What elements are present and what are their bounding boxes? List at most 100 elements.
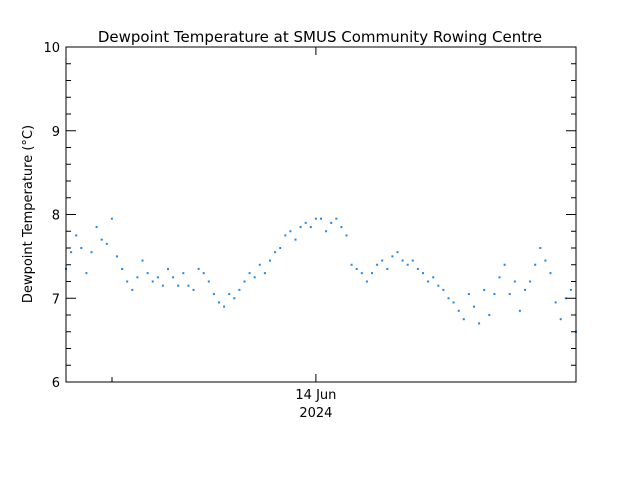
data-point <box>422 272 424 275</box>
data-point <box>90 251 93 254</box>
data-point <box>279 247 282 249</box>
data-point <box>110 217 113 220</box>
data-point <box>371 272 373 275</box>
data-point <box>100 238 103 241</box>
data-point <box>498 276 501 279</box>
data-point <box>391 255 394 258</box>
data-point <box>146 272 149 275</box>
data-point <box>483 288 486 291</box>
data-point <box>355 267 358 270</box>
data-point <box>95 226 98 229</box>
data-point <box>518 309 521 312</box>
data-point <box>396 251 399 254</box>
data-point <box>218 301 220 304</box>
data-point <box>274 251 277 254</box>
data-point <box>473 305 475 308</box>
data-point <box>401 259 404 262</box>
data-point <box>365 280 368 283</box>
data-point <box>75 234 78 237</box>
data-point <box>386 267 389 270</box>
data-point <box>131 288 134 291</box>
data-point <box>488 314 491 316</box>
data-point <box>182 272 185 275</box>
data-point <box>325 230 328 233</box>
data-point <box>294 238 297 241</box>
data-point <box>156 276 159 279</box>
data-point <box>263 272 266 275</box>
x-tick-label: 14 Jun <box>295 388 336 403</box>
y-tick-label: 10 <box>43 41 60 56</box>
data-point <box>549 272 552 275</box>
data-point <box>411 259 414 262</box>
data-point <box>452 301 455 304</box>
data-point <box>309 226 312 229</box>
data-point <box>85 272 88 275</box>
data-point <box>345 234 348 237</box>
data-point <box>80 247 83 249</box>
data-point <box>569 288 572 291</box>
data-point <box>243 280 246 283</box>
data-point <box>136 276 139 279</box>
data-point <box>299 226 302 229</box>
axis-ticks <box>66 46 576 383</box>
data-point <box>340 226 343 229</box>
data-point <box>513 280 516 283</box>
y-tick-label: 8 <box>52 209 60 224</box>
data-point <box>462 318 465 321</box>
data-point <box>330 221 333 224</box>
data-point <box>534 263 537 266</box>
data-point <box>167 267 169 270</box>
data-point <box>381 259 384 262</box>
data-point <box>406 263 409 266</box>
data-point <box>187 284 190 287</box>
data-point <box>376 263 379 266</box>
data-point <box>427 280 430 283</box>
data-point <box>320 217 322 220</box>
data-point <box>478 322 481 325</box>
data-point <box>314 217 317 220</box>
data-point <box>105 242 108 245</box>
data-point <box>447 297 450 300</box>
chart-title: Dewpoint Temperature at SMUS Community R… <box>98 28 542 46</box>
data-point <box>335 217 338 220</box>
data-point <box>564 297 567 300</box>
data-point <box>151 280 154 283</box>
y-tick-label: 9 <box>52 125 60 140</box>
data-point <box>539 247 542 249</box>
data-point <box>304 221 307 224</box>
data-points <box>65 217 577 333</box>
data-point <box>360 272 363 275</box>
data-point <box>554 301 557 304</box>
data-point <box>416 267 419 270</box>
data-point <box>467 293 470 296</box>
data-point <box>269 259 271 262</box>
data-point <box>161 284 164 287</box>
axis-tick-labels: 6 7 8 9 10 14 Jun 2024 <box>43 41 336 421</box>
data-point <box>442 288 445 291</box>
data-point <box>258 263 261 266</box>
y-tick-label: 6 <box>52 376 60 391</box>
data-point <box>121 267 124 270</box>
data-point <box>432 276 435 279</box>
data-point <box>529 280 532 283</box>
data-point <box>192 288 195 291</box>
data-point <box>524 288 526 291</box>
data-point <box>508 293 511 296</box>
data-point <box>559 318 562 321</box>
data-point <box>253 276 256 279</box>
data-point <box>248 272 251 275</box>
data-point <box>233 297 236 300</box>
data-point <box>207 280 210 283</box>
data-point <box>437 284 440 287</box>
data-point <box>197 267 200 270</box>
data-point <box>503 263 506 266</box>
data-point <box>126 280 129 283</box>
data-point <box>457 309 460 312</box>
data-point <box>238 288 241 291</box>
data-point <box>493 293 496 296</box>
data-point <box>350 263 353 266</box>
data-point <box>116 255 118 258</box>
data-point <box>177 284 180 287</box>
